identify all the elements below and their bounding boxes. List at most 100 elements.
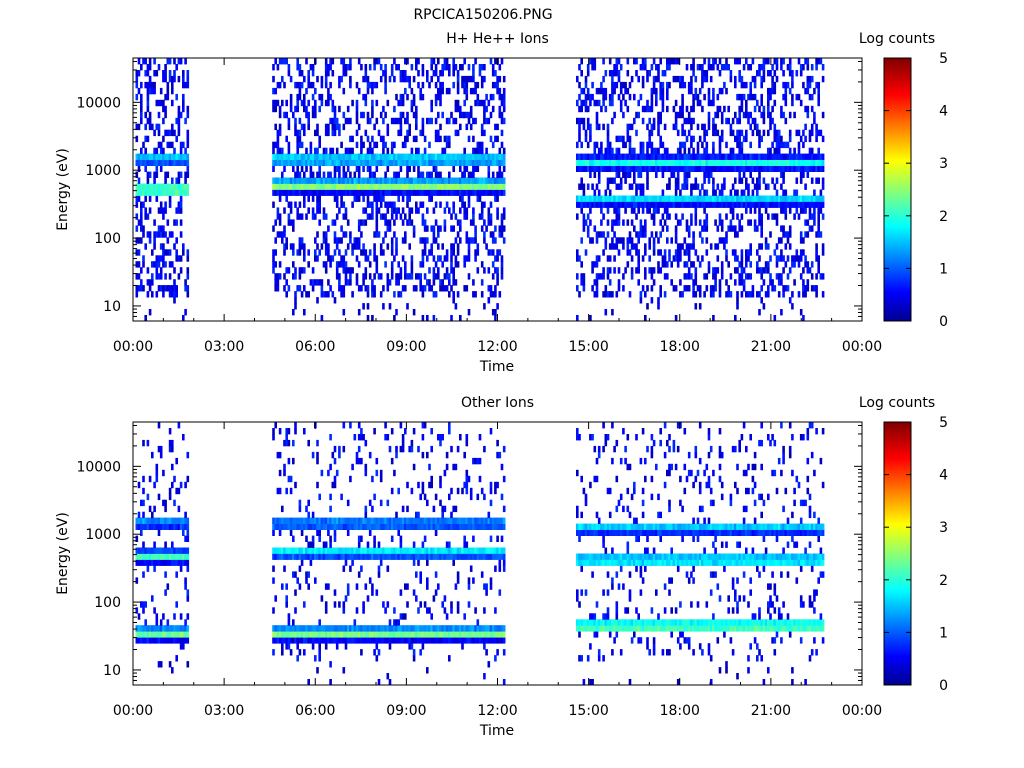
- spectrogram-cell: [784, 285, 788, 292]
- spectrogram-cell: [602, 267, 605, 274]
- spectrogram-cell: [758, 177, 761, 184]
- spectrogram-cell: [758, 129, 761, 137]
- spectrogram-cell: [303, 171, 306, 178]
- spectrogram-cell: [797, 153, 801, 160]
- spectrogram-cell: [681, 93, 684, 101]
- spectrogram-cell: [303, 189, 306, 196]
- x-tick-label: 09:00: [386, 339, 426, 355]
- spectrogram-cell: [666, 105, 669, 113]
- spectrogram-cell: [578, 81, 581, 89]
- spectrogram-cell: [443, 285, 447, 292]
- spectrogram-cell: [296, 189, 299, 196]
- spectrogram-cell: [655, 93, 658, 101]
- spectrogram-cell: [307, 541, 310, 548]
- spectrogram-cell: [648, 117, 651, 125]
- spectrogram-cell: [740, 195, 744, 202]
- spectrogram-cell: [813, 111, 816, 119]
- spectrogram-cell: [802, 165, 805, 172]
- spectrogram-cell: [806, 165, 810, 172]
- spectrogram-cell: [157, 231, 161, 238]
- spectrogram-cell: [666, 93, 669, 101]
- spectrogram-cell: [415, 201, 418, 208]
- spectrogram-cell: [171, 523, 174, 530]
- spectrogram-cell: [628, 291, 632, 298]
- spectrogram-cell: [186, 661, 190, 668]
- spectrogram-cell: [390, 249, 394, 256]
- spectrogram-cell: [459, 159, 462, 166]
- spectrogram-cell: [140, 553, 143, 560]
- spectrogram-cell: [626, 87, 630, 95]
- spectrogram-cell: [657, 153, 660, 160]
- spectrogram-cell: [619, 183, 623, 190]
- spectrogram-cell: [718, 58, 722, 65]
- spectrogram-cell: [342, 553, 346, 560]
- spectrogram-cell: [595, 117, 599, 125]
- spectrogram-cell: [641, 58, 645, 65]
- spectrogram-cell: [292, 535, 295, 542]
- spectrogram-cell: [736, 165, 739, 172]
- spectrogram-cell: [782, 177, 785, 184]
- spectrogram-cell: [703, 219, 706, 226]
- spectrogram-cell: [580, 261, 583, 268]
- spectrogram-cell: [434, 291, 438, 298]
- spectrogram-cell: [600, 219, 603, 226]
- spectrogram-cell: [357, 58, 361, 65]
- spectrogram-cell: [274, 285, 277, 292]
- spectrogram-cell: [292, 625, 295, 632]
- spectrogram-cell: [173, 147, 176, 155]
- spectrogram-cell: [461, 195, 464, 202]
- spectrogram-cell: [283, 177, 286, 184]
- spectrogram-cell: [751, 285, 755, 292]
- spectrogram-cell: [742, 135, 746, 143]
- spectrogram-cell: [137, 523, 141, 530]
- spectrogram-cell: [791, 70, 794, 77]
- spectrogram-cell: [465, 159, 469, 166]
- spectrogram-cell: [443, 207, 447, 214]
- spectrogram-cell: [742, 165, 746, 172]
- spectrogram-cell: [307, 70, 310, 77]
- spectrogram-cell: [661, 81, 665, 89]
- spectrogram-cell: [171, 285, 174, 292]
- spectrogram-cell: [630, 243, 634, 250]
- spectrogram-cell: [307, 499, 310, 507]
- spectrogram-cell: [430, 99, 433, 107]
- spectrogram-cell: [802, 207, 805, 214]
- spectrogram-cell: [448, 189, 451, 196]
- spectrogram-cell: [639, 231, 643, 238]
- spectrogram-cell: [692, 237, 695, 244]
- spectrogram-cell: [452, 189, 455, 196]
- spectrogram-cell: [276, 183, 280, 190]
- spectrogram-cell: [593, 165, 597, 172]
- spectrogram-cell: [668, 177, 671, 184]
- spectrogram-cell: [296, 129, 299, 137]
- spectrogram-cell: [283, 285, 286, 292]
- spectrogram-cell: [177, 117, 181, 125]
- spectrogram-cell: [349, 153, 352, 160]
- spectrogram-cell: [294, 129, 297, 137]
- spectrogram-cell: [179, 171, 183, 178]
- spectrogram-cell: [694, 213, 698, 220]
- spectrogram-cell: [285, 159, 288, 166]
- spectrogram-cell: [815, 177, 818, 184]
- spectrogram-cell: [443, 255, 447, 262]
- spectrogram-cell: [644, 219, 647, 226]
- spectrogram-cell: [360, 189, 363, 196]
- spectrogram-cell: [355, 141, 359, 149]
- spectrogram-cell: [672, 165, 676, 172]
- spectrogram-cell: [615, 195, 619, 202]
- spectrogram-cell: [166, 159, 170, 166]
- colorbar-tick-label: 4: [939, 104, 948, 120]
- spectrogram-cell: [272, 141, 275, 149]
- spectrogram-cell: [445, 267, 449, 274]
- spectrogram-cell: [749, 165, 752, 172]
- spectrogram-cell: [186, 135, 190, 143]
- spectrogram-cell: [397, 153, 400, 160]
- spectrogram-cell: [734, 111, 737, 119]
- spectrogram-cell: [142, 201, 145, 208]
- spectrogram-cell: [652, 165, 656, 172]
- spectrogram-cell: [487, 99, 491, 107]
- spectrogram-cell: [276, 189, 280, 196]
- spectrogram-cell: [480, 64, 484, 71]
- spectrogram-cell: [602, 75, 605, 83]
- spectrogram-cell: [287, 517, 291, 524]
